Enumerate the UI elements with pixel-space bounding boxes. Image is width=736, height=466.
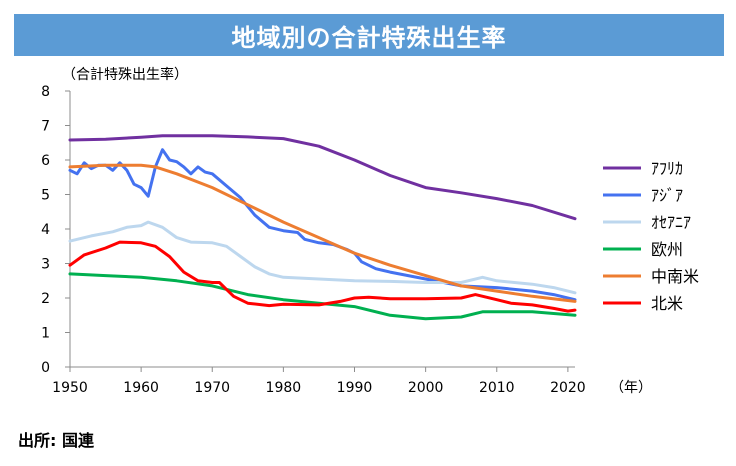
x-tick-label: 1990 bbox=[337, 380, 373, 396]
legend-label-2: ｵｾｱﾆｱ bbox=[651, 213, 691, 232]
series-layer bbox=[68, 134, 577, 321]
y-axis-title: （合計特殊出生率） bbox=[62, 66, 188, 83]
x-tick-label: 1970 bbox=[194, 380, 230, 396]
chart-title: 地域別の合計特殊出生率 bbox=[231, 23, 507, 52]
y-tick-label: 0 bbox=[41, 360, 50, 376]
x-tick-label: 1950 bbox=[52, 380, 88, 396]
y-tick-label: 7 bbox=[41, 119, 50, 135]
x-tick-label: 2010 bbox=[479, 380, 515, 396]
x-tick-label: 1980 bbox=[266, 380, 302, 396]
x-tick-label: 1960 bbox=[123, 380, 159, 396]
x-tick-label: 2000 bbox=[408, 380, 444, 396]
legend-label-3: 欧州 bbox=[651, 240, 683, 259]
series-line-3 bbox=[68, 272, 577, 321]
y-tick-label: 4 bbox=[41, 222, 50, 238]
series-line-2 bbox=[68, 220, 577, 295]
y-tick-label: 3 bbox=[41, 257, 50, 273]
series-line-5 bbox=[68, 240, 577, 313]
y-tick-label: 2 bbox=[41, 291, 50, 307]
legend-label-4: 中南米 bbox=[651, 267, 699, 286]
y-tick-label: 8 bbox=[41, 84, 50, 100]
axes: 0 1 2 3 4 5 6 7 8 1950 1960 1970 1980 1990 2000 2010 202… bbox=[41, 84, 586, 396]
y-tick-label: 1 bbox=[41, 326, 50, 342]
legend-label-5: 北米 bbox=[651, 294, 683, 313]
x-axis-title: （年） bbox=[610, 380, 652, 396]
y-tick-label: 6 bbox=[41, 153, 50, 169]
legend-label-0: ｱﾌﾘｶ bbox=[651, 159, 683, 178]
y-tick-label: 5 bbox=[41, 188, 50, 204]
source-note: 出所: 国連 bbox=[18, 431, 94, 450]
x-tick-label: 2020 bbox=[550, 380, 586, 396]
series-line-4 bbox=[68, 163, 577, 303]
legend-label-1: ｱｼﾞｱ bbox=[651, 186, 683, 205]
series-line-0 bbox=[68, 134, 577, 221]
title-banner: 地域別の合計特殊出生率 bbox=[14, 14, 724, 56]
